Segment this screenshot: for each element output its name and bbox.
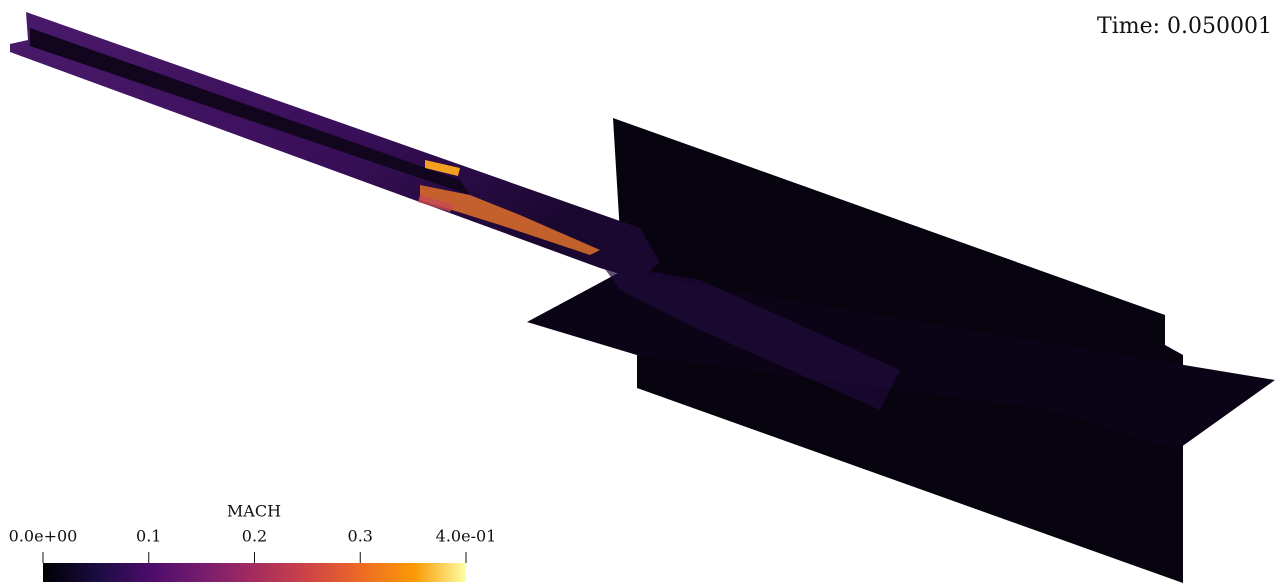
tick-label: 0.2 (242, 527, 267, 546)
colorbar (43, 563, 466, 582)
colorbar-ticks: 0.0e+00 0.1 0.2 0.3 4.0e-01 (9, 527, 497, 564)
tick-label: 4.0e-01 (436, 527, 497, 546)
page: Time: 0.050001 MACH 0.0e+00 0.1 0.2 0.3 4.0e… (0, 0, 1283, 586)
tick-label: 0.0e+00 (9, 527, 78, 546)
tick-label: 0.1 (136, 527, 161, 546)
render-view: Time: 0.050001 MACH 0.0e+00 0.1 0.2 0.3 4.0e… (0, 0, 1283, 586)
nozzle-inner (30, 28, 470, 195)
time-label: Time: 0.050001 (1097, 14, 1272, 39)
colorbar-title: MACH (227, 502, 281, 521)
tick-label: 0.3 (348, 527, 373, 546)
